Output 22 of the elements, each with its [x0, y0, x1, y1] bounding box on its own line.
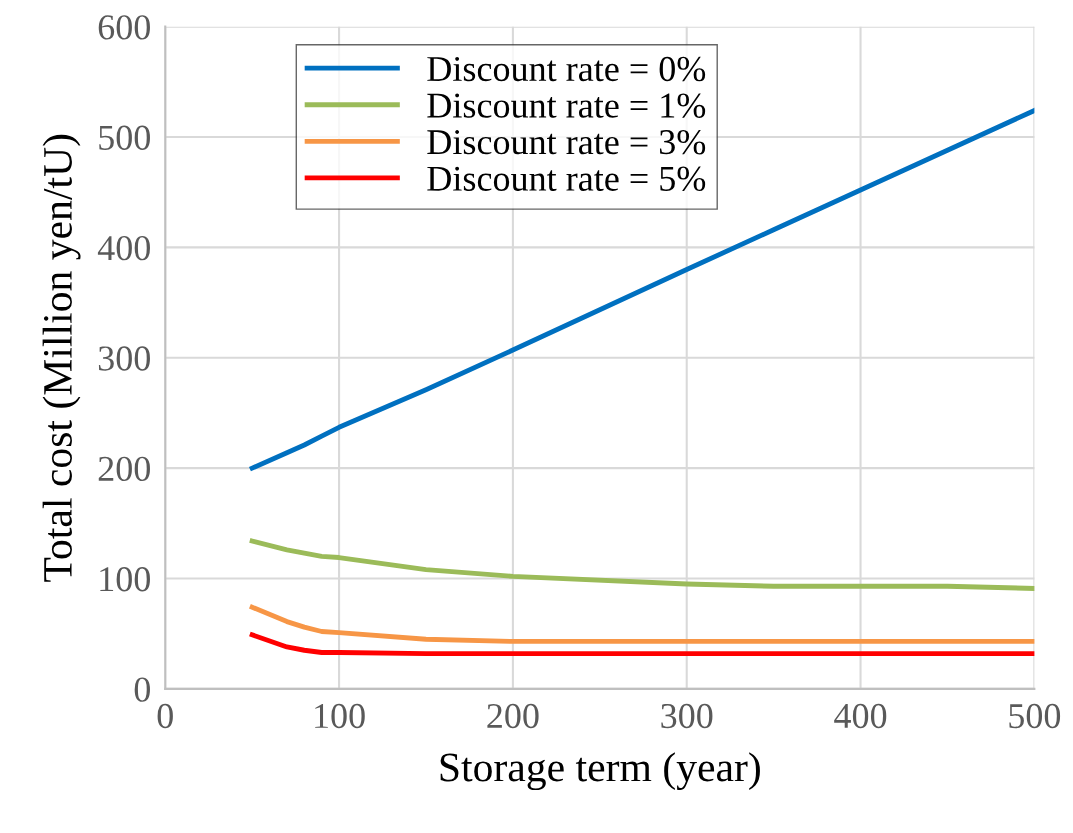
y-tick-label: 100 [100, 567, 150, 592]
line-series [249, 604, 1035, 644]
legend-label: Discount rate = 0% [427, 56, 706, 82]
y-axis-title: Total cost (Million yen/tU) [42, 134, 81, 582]
legend-label: Discount rate = 5% [427, 166, 706, 192]
line-series [249, 538, 1035, 591]
x-tick-label: 100 [315, 703, 365, 729]
legend-label: Discount rate = 3% [427, 129, 706, 155]
y-tick-label: 500 [99, 125, 150, 150]
line-series [249, 632, 1035, 656]
y-tick-label: 400 [97, 235, 150, 261]
x-tick-label: 400 [834, 703, 887, 729]
y-tick-label: 200 [98, 456, 150, 482]
x-tick-label: 0 [157, 703, 173, 729]
x-axis-title: Storage term (year) [440, 752, 760, 791]
y-tick-label: 300 [98, 346, 150, 371]
x-tick-label: 200 [487, 703, 539, 729]
y-tick-label: 0 [134, 677, 150, 702]
x-tick-label: 300 [661, 703, 713, 729]
x-tick-label: 500 [1009, 703, 1061, 729]
y-tick-label: 600 [98, 15, 150, 40]
legend-label: Discount rate = 1% [427, 93, 706, 118]
